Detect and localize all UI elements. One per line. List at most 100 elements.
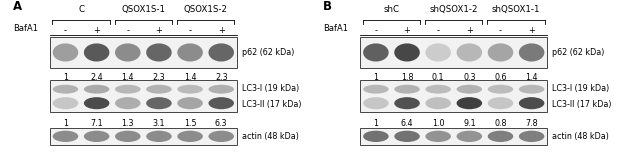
Ellipse shape [363,43,388,62]
Text: +: + [156,26,163,35]
Ellipse shape [488,43,513,62]
Ellipse shape [209,43,234,62]
Bar [50,37,237,68]
Text: 1: 1 [373,119,378,128]
Text: 1: 1 [63,119,68,128]
Ellipse shape [115,43,141,62]
Text: 0.8: 0.8 [494,119,507,128]
Ellipse shape [84,131,109,142]
Ellipse shape [115,131,141,142]
Ellipse shape [52,97,78,109]
Text: 7.8: 7.8 [525,119,538,128]
Bar [360,128,547,145]
Text: QSOX1S-1: QSOX1S-1 [122,5,165,14]
Ellipse shape [394,97,420,109]
Ellipse shape [456,43,482,62]
Text: BafA1: BafA1 [323,24,348,33]
Ellipse shape [363,85,388,94]
Text: 1.4: 1.4 [184,73,196,82]
Text: 7.1: 7.1 [90,119,103,128]
Ellipse shape [52,85,78,94]
Ellipse shape [488,131,513,142]
Ellipse shape [519,43,545,62]
Ellipse shape [426,43,451,62]
Text: -: - [64,26,67,35]
Text: +: + [528,26,535,35]
Ellipse shape [146,131,172,142]
Text: -: - [499,26,502,35]
Text: LC3-II (17 kDa): LC3-II (17 kDa) [242,100,301,109]
Ellipse shape [177,43,203,62]
Text: 2.3: 2.3 [152,73,165,82]
Text: LC3-II (17 kDa): LC3-II (17 kDa) [552,100,612,109]
Text: 3.1: 3.1 [153,119,165,128]
Ellipse shape [177,85,203,94]
Ellipse shape [394,43,420,62]
Ellipse shape [84,85,109,94]
Text: 1.5: 1.5 [184,119,196,128]
Text: C: C [78,5,84,14]
Ellipse shape [426,85,451,94]
Ellipse shape [426,131,451,142]
Ellipse shape [84,43,109,62]
Ellipse shape [363,97,388,109]
Text: actin (48 kDa): actin (48 kDa) [242,132,299,141]
Text: 1: 1 [373,73,378,82]
Text: 1.0: 1.0 [432,119,444,128]
Text: 0.6: 0.6 [494,73,507,82]
Bar [360,37,547,68]
Ellipse shape [146,97,172,109]
Bar [360,80,547,112]
Text: LC3-I (19 kDa): LC3-I (19 kDa) [552,84,609,93]
Text: B: B [323,0,332,13]
Text: 9.1: 9.1 [463,119,476,128]
Ellipse shape [52,131,78,142]
Text: LC3-I (19 kDa): LC3-I (19 kDa) [242,84,299,93]
Ellipse shape [519,97,545,109]
Ellipse shape [177,131,203,142]
Text: +: + [404,26,410,35]
Bar [50,128,237,145]
Text: shC: shC [383,5,399,14]
Bar [50,80,237,112]
Ellipse shape [519,85,545,94]
Text: -: - [374,26,378,35]
Text: 1.8: 1.8 [401,73,413,82]
Text: QSOX1S-2: QSOX1S-2 [184,5,228,14]
Ellipse shape [394,131,420,142]
Ellipse shape [519,131,545,142]
Text: 0.1: 0.1 [432,73,444,82]
Text: 2.4: 2.4 [90,73,103,82]
Text: shQSOX1-1: shQSOX1-1 [492,5,540,14]
Text: p62 (62 kDa): p62 (62 kDa) [552,48,605,57]
Text: 1.4: 1.4 [122,73,134,82]
Ellipse shape [52,43,78,62]
Text: -: - [126,26,129,35]
Ellipse shape [84,97,109,109]
Ellipse shape [394,85,420,94]
Text: 0.3: 0.3 [463,73,476,82]
Text: 6.3: 6.3 [215,119,227,128]
Ellipse shape [456,85,482,94]
Text: 1: 1 [63,73,68,82]
Text: 6.4: 6.4 [401,119,413,128]
Ellipse shape [426,97,451,109]
Text: BafA1: BafA1 [13,24,38,33]
Text: +: + [466,26,473,35]
Ellipse shape [115,97,141,109]
Ellipse shape [146,43,172,62]
Ellipse shape [209,131,234,142]
Ellipse shape [115,85,141,94]
Ellipse shape [209,85,234,94]
Text: 2.3: 2.3 [215,73,228,82]
Text: -: - [436,26,440,35]
Text: +: + [93,26,100,35]
Text: +: + [218,26,225,35]
Text: A: A [13,0,22,13]
Ellipse shape [456,97,482,109]
Ellipse shape [456,131,482,142]
Ellipse shape [363,131,388,142]
Ellipse shape [488,85,513,94]
Text: 1.3: 1.3 [122,119,134,128]
Ellipse shape [488,97,513,109]
